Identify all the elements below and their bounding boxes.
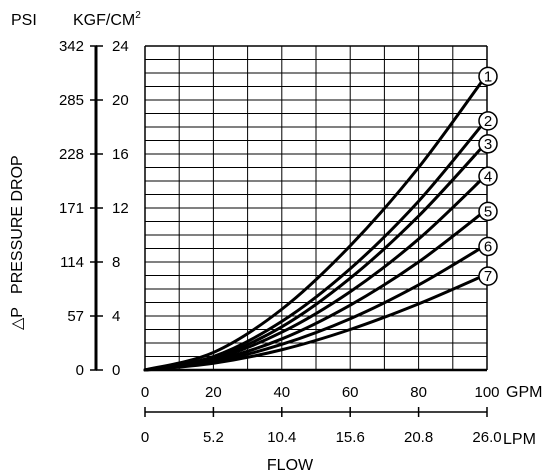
series-label-6: 6 <box>484 238 492 255</box>
kgf-ticks: 0 4 8 12 16 20 24 <box>96 38 129 379</box>
series-label-circle-3 <box>478 134 498 154</box>
series-group <box>143 72 489 372</box>
gpm-unit-label: GPM <box>506 384 542 401</box>
series-line-1 <box>143 72 489 372</box>
psi-tick-label: 57 <box>67 308 84 325</box>
psi-tick-label: 114 <box>60 254 84 271</box>
lpm-tick-label: 26.0 <box>472 429 501 446</box>
lpm-tick-label: 5.2 <box>203 429 224 446</box>
series-label-4: 4 <box>484 168 492 185</box>
series-label-circle-2 <box>478 111 498 131</box>
gpm-tick-label: 100 <box>474 384 499 401</box>
psi-axis-label: PSI <box>11 12 37 29</box>
lpm-tick-label: 15.6 <box>336 429 365 446</box>
series-label-circle-5 <box>478 201 498 222</box>
series-label-7: 7 <box>484 268 492 285</box>
kgf-tick-label: 4 <box>112 308 120 325</box>
gpm-tick-label: 40 <box>273 384 290 401</box>
lpm-tick-label: 10.4 <box>267 429 296 446</box>
kgf-tick-label: 0 <box>112 362 120 379</box>
series-label-3: 3 <box>484 136 492 153</box>
kgf-axis-label: KGF/CM2 <box>73 10 141 29</box>
y-axis-title: △P PRESSURE DROP <box>9 155 26 330</box>
grid <box>144 45 488 372</box>
lpm-ticks: 0 5.2 10.4 15.6 20.8 26.0 <box>141 407 502 446</box>
psi-tick-label: 342 <box>59 38 84 55</box>
series-label-2: 2 <box>484 113 492 130</box>
gpm-tick-label: 20 <box>205 384 222 401</box>
series-label-5: 5 <box>484 203 492 220</box>
kgf-tick-label: 16 <box>112 146 129 163</box>
gpm-ticks: 0 20 40 60 80 100 <box>141 384 500 401</box>
series-label-circle-6 <box>478 236 498 257</box>
series-label-circle-7 <box>478 266 498 286</box>
lpm-tick-label: 0 <box>141 429 149 446</box>
psi-tick-label: 0 <box>76 362 84 379</box>
lpm-tick-label: 20.8 <box>404 429 433 446</box>
psi-tick-label: 228 <box>59 146 84 163</box>
series-label-circle-4 <box>478 166 498 186</box>
kgf-tick-label: 20 <box>112 92 129 109</box>
kgf-tick-label: 12 <box>112 200 129 217</box>
series-line-7 <box>143 272 489 372</box>
psi-tick-label: 285 <box>59 92 84 109</box>
gpm-tick-label: 80 <box>410 384 427 401</box>
psi-tick-label: 171 <box>59 200 84 217</box>
gpm-tick-label: 0 <box>141 384 149 401</box>
series-labels: 1 2 3 4 5 6 7 <box>478 66 498 286</box>
gpm-tick-label: 60 <box>342 384 359 401</box>
kgf-tick-label: 8 <box>112 254 120 271</box>
x-axis-title: FLOW <box>267 457 314 474</box>
lpm-unit-label: LPM <box>503 431 536 448</box>
series-label-1: 1 <box>484 68 492 85</box>
kgf-tick-label: 24 <box>112 38 129 55</box>
psi-ticks: 0 57 114 171 228 285 342 <box>59 38 97 379</box>
series-label-circle-1 <box>478 66 498 87</box>
